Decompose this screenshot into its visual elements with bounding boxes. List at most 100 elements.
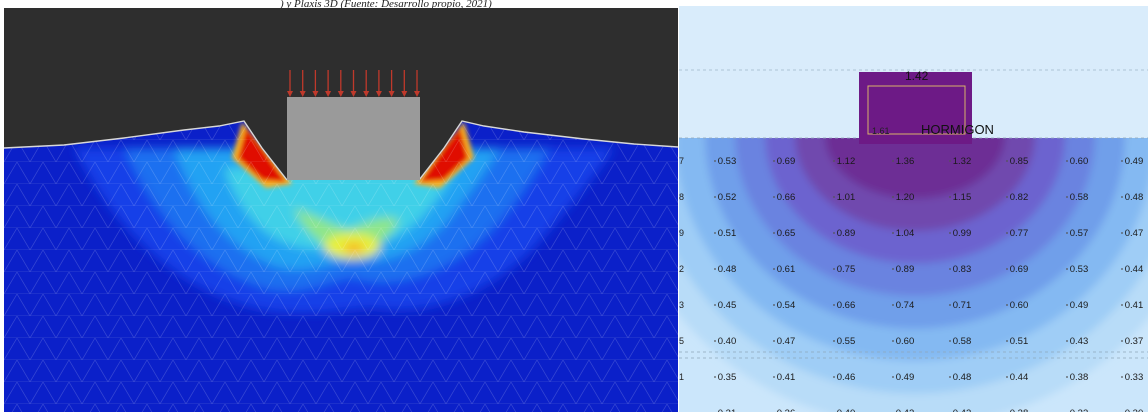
stress-value-label: 0.48 <box>718 264 737 275</box>
stress-value-label: 0.89 <box>837 228 856 239</box>
stress-value-label: 0.57 <box>1070 228 1089 239</box>
stress-value-label: 0.41 <box>777 372 796 383</box>
grid-node-marker <box>714 160 716 162</box>
grid-node-marker <box>949 232 951 234</box>
grid-node-marker <box>1121 268 1123 270</box>
grid-node-marker <box>773 232 775 234</box>
stress-value-label: 0.45 <box>718 300 737 311</box>
row-node-label: 5 <box>679 336 684 346</box>
stress-value-label: 0.60 <box>1010 300 1029 311</box>
row-node-label: 9 <box>679 228 684 238</box>
grid-node-marker <box>949 340 951 342</box>
stress-value-label: 0.85 <box>1010 156 1029 167</box>
stress-value-label: 0.53 <box>1070 264 1089 275</box>
grid-node-marker <box>892 340 894 342</box>
row-node-label: 7 <box>679 156 684 166</box>
grid-node-marker <box>1121 160 1123 162</box>
grid-node-marker <box>1006 232 1008 234</box>
stress-value-label: 0.51 <box>1010 336 1029 347</box>
stress-value-label: 0.89 <box>896 264 915 275</box>
grid-node-marker <box>892 376 894 378</box>
stress-value-label: 0.66 <box>837 300 856 311</box>
stress-value-label: 1.04 <box>896 228 915 239</box>
grid-node-marker <box>833 376 835 378</box>
stress-value-label: 0.52 <box>718 192 737 203</box>
right-contour-canvas: 1.42 HORMIGON 1.61 7 0.53 0.69 1.12 1.36 1.32… <box>679 6 1148 417</box>
stress-value-label: 0.75 <box>837 264 856 275</box>
stress-value-label: 1.20 <box>896 192 915 203</box>
stress-value-label: 0.30 <box>1125 408 1144 412</box>
left-contour-canvas <box>3 8 679 412</box>
stress-value-label: 0.58 <box>1070 192 1089 203</box>
distributed-load-arrows <box>287 70 420 97</box>
grid-node-marker <box>773 340 775 342</box>
grid-node-marker <box>714 340 716 342</box>
grid-node-marker <box>949 268 951 270</box>
load-arrow-head <box>299 91 306 97</box>
stress-value-label: 1.12 <box>837 156 856 167</box>
grid-node-marker <box>1006 304 1008 306</box>
stress-value-label: 0.66 <box>777 192 796 203</box>
grid-node-marker <box>1006 160 1008 162</box>
grid-node-marker <box>1006 268 1008 270</box>
stress-value-label: 0.48 <box>1125 192 1144 203</box>
grid-node-marker <box>892 304 894 306</box>
stress-value-label: 0.99 <box>953 228 972 239</box>
stress-value-label: 0.69 <box>777 156 796 167</box>
stress-value-label: 0.46 <box>837 372 856 383</box>
grid-node-marker <box>833 160 835 162</box>
grid-node-marker <box>714 376 716 378</box>
stress-value-label: 1.32 <box>953 156 972 167</box>
stress-value-label: 0.47 <box>1125 228 1144 239</box>
plaxis-3d-stress-results-view: 1.42 HORMIGON 1.61 7 0.53 0.69 1.12 1.36 1.32… <box>679 6 1148 417</box>
stress-value-label: 0.44 <box>1125 264 1144 275</box>
load-arrow-head <box>401 91 408 97</box>
grid-node-marker <box>1006 340 1008 342</box>
grid-node-marker <box>892 232 894 234</box>
figure-caption: ) y Plaxis 3D (Fuente: Desarrollo propio… <box>280 0 492 8</box>
stress-value-label: 0.48 <box>953 372 972 383</box>
grid-node-marker <box>892 268 894 270</box>
stress-value-label: 1.01 <box>837 192 856 203</box>
grid-node-marker <box>892 160 894 162</box>
grid-node-marker <box>714 232 716 234</box>
load-arrow-head <box>388 91 395 97</box>
grid-node-marker <box>1121 376 1123 378</box>
stress-value-label: 0.36 <box>777 408 796 412</box>
stress-value-label: 0.49 <box>1125 156 1144 167</box>
grid-node-marker <box>1121 340 1123 342</box>
grid-node-marker <box>833 340 835 342</box>
grid-node-marker <box>714 304 716 306</box>
footing-block <box>287 97 420 180</box>
grid-node-marker <box>1066 304 1068 306</box>
stress-value-label: 0.77 <box>1010 228 1029 239</box>
grid-node-marker <box>773 376 775 378</box>
grid-node-marker <box>833 268 835 270</box>
stress-value-label: 0.44 <box>1010 372 1029 383</box>
grid-node-marker <box>949 196 951 198</box>
stress-value-label: 0.55 <box>837 336 856 347</box>
grid-node-marker <box>1121 232 1123 234</box>
contour-band <box>825 138 1005 199</box>
stress-value-label: 0.42 <box>896 408 915 412</box>
row-node-label: 2 <box>679 264 684 274</box>
grid-node-marker <box>1066 196 1068 198</box>
stress-value-label: 0.74 <box>896 300 915 311</box>
stress-value-label: 1.36 <box>896 156 915 167</box>
stress-value-label: 0.82 <box>1010 192 1029 203</box>
stress-value-label: 0.65 <box>777 228 796 239</box>
grid-node-marker <box>1121 304 1123 306</box>
grid-node-marker <box>949 160 951 162</box>
row-node-label: 1 <box>679 372 684 382</box>
stress-value-label: 0.43 <box>1070 336 1089 347</box>
stress-value-label: 0.69 <box>1010 264 1029 275</box>
load-arrow-head <box>325 91 332 97</box>
stress-value-label: 0.51 <box>718 228 737 239</box>
grid-node-marker <box>1121 196 1123 198</box>
stress-value-label: 0.40 <box>837 408 856 412</box>
load-arrow-head <box>350 91 357 97</box>
stress-value-label: 0.54 <box>777 300 796 311</box>
point-label: 1.61 <box>872 126 890 136</box>
grid-node-marker <box>949 376 951 378</box>
stress-value-label: 0.49 <box>896 372 915 383</box>
